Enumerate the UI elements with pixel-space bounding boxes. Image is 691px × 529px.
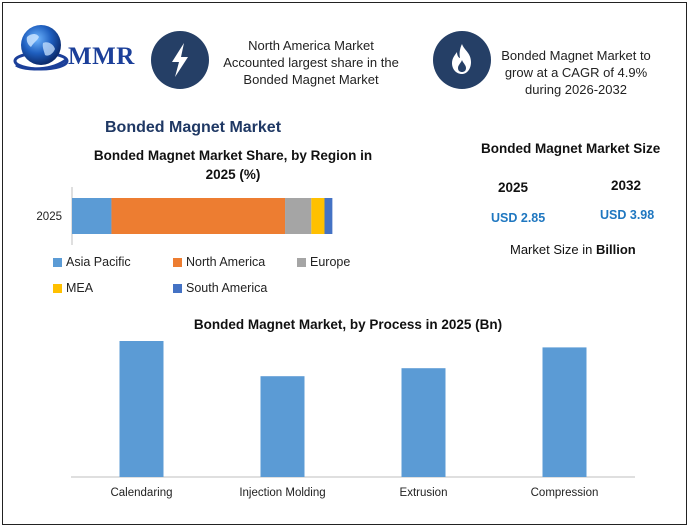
market-size-title: Bonded Magnet Market Size (481, 141, 661, 156)
legend-label: Europe (310, 255, 351, 269)
region-bar-segment-north-america (111, 198, 286, 234)
year-2025: 2025 (498, 180, 529, 195)
legend-item: North America (173, 255, 265, 269)
market-value-2025: USD 2.85 (491, 211, 546, 225)
legend-label: Asia Pacific (66, 255, 131, 269)
region-chart-title-line: 2025 (%) (205, 167, 261, 182)
info-text-2: Bonded Magnet Market to grow at a CAGR o… (491, 47, 661, 98)
legend-item: Asia Pacific (53, 255, 131, 269)
legend-swatch (173, 257, 182, 267)
page-title: Bonded Magnet Market (105, 119, 282, 136)
flame-icon (452, 44, 471, 74)
legend-swatch (173, 283, 182, 293)
info-line: Bonded Magnet Market (243, 72, 379, 87)
legend-label: North America (186, 255, 266, 269)
info-icon-circle-1 (151, 31, 209, 89)
info-line: North America Market (248, 38, 374, 53)
logo-text: MMR (68, 43, 135, 70)
lightning-bolt-icon (172, 43, 188, 77)
region-chart-title-line: Bonded Magnet Market Share, by Region in (93, 148, 373, 163)
process-bar-compression (542, 347, 587, 477)
region-bar-segment-south-america (324, 198, 333, 234)
region-share-chart: 2025 (36, 187, 333, 245)
region-chart-title: Bonded Magnet Market Share, by Region in… (63, 146, 403, 184)
info-icon-circle-2 (433, 31, 491, 89)
process-category-label: Calendaring (110, 487, 172, 499)
info-text-1: North America Market Accounted largest s… (211, 37, 411, 88)
unit-prefix: Market Size in (510, 242, 596, 257)
region-bar-segment-mea (311, 198, 325, 234)
market-value-2032: USD 3.98 (600, 208, 655, 222)
info-line: during 2026-2032 (525, 82, 627, 97)
globe-icon (13, 25, 69, 71)
info-line: Bonded Magnet Market to (501, 48, 651, 63)
legend-item: MEA (53, 281, 93, 295)
process-category-label: Injection Molding (239, 487, 325, 499)
process-bar-calendaring (119, 341, 164, 477)
region-category-label: 2025 (36, 211, 62, 223)
legend-swatch (53, 283, 62, 293)
process-chart-title: Bonded Magnet Market, by Process in 2025… (193, 317, 503, 332)
process-bar-chart: Calendaring Injection Molding Extrusion Com… (71, 341, 635, 499)
legend-swatch (53, 257, 62, 267)
process-bar-injection-molding (260, 376, 305, 477)
unit-bold: Billion (595, 242, 636, 257)
logo: MMR (13, 21, 138, 77)
legend-swatch (297, 257, 306, 267)
info-line: grow at a CAGR of 4.9% (504, 65, 648, 80)
legend-label: MEA (66, 281, 94, 295)
legend-item: South America (173, 281, 267, 295)
year-2032: 2032 (611, 178, 642, 193)
process-category-label: Extrusion (400, 487, 448, 499)
legend-item: Europe (297, 255, 350, 269)
region-legend: Asia Pacific North America Europe MEA South … (53, 255, 383, 301)
region-bar-segment-europe (285, 198, 312, 234)
process-bar-extrusion (401, 368, 446, 477)
info-line: Accounted largest share in the (223, 55, 399, 70)
process-category-label: Compression (531, 487, 599, 499)
region-bar-segment-asia-pacific (72, 198, 112, 234)
market-size-unit: Market Size in Billion (510, 242, 636, 257)
legend-label: South America (186, 281, 268, 295)
